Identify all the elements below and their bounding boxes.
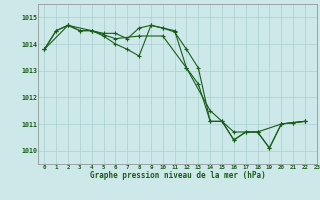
X-axis label: Graphe pression niveau de la mer (hPa): Graphe pression niveau de la mer (hPa) (90, 171, 266, 180)
